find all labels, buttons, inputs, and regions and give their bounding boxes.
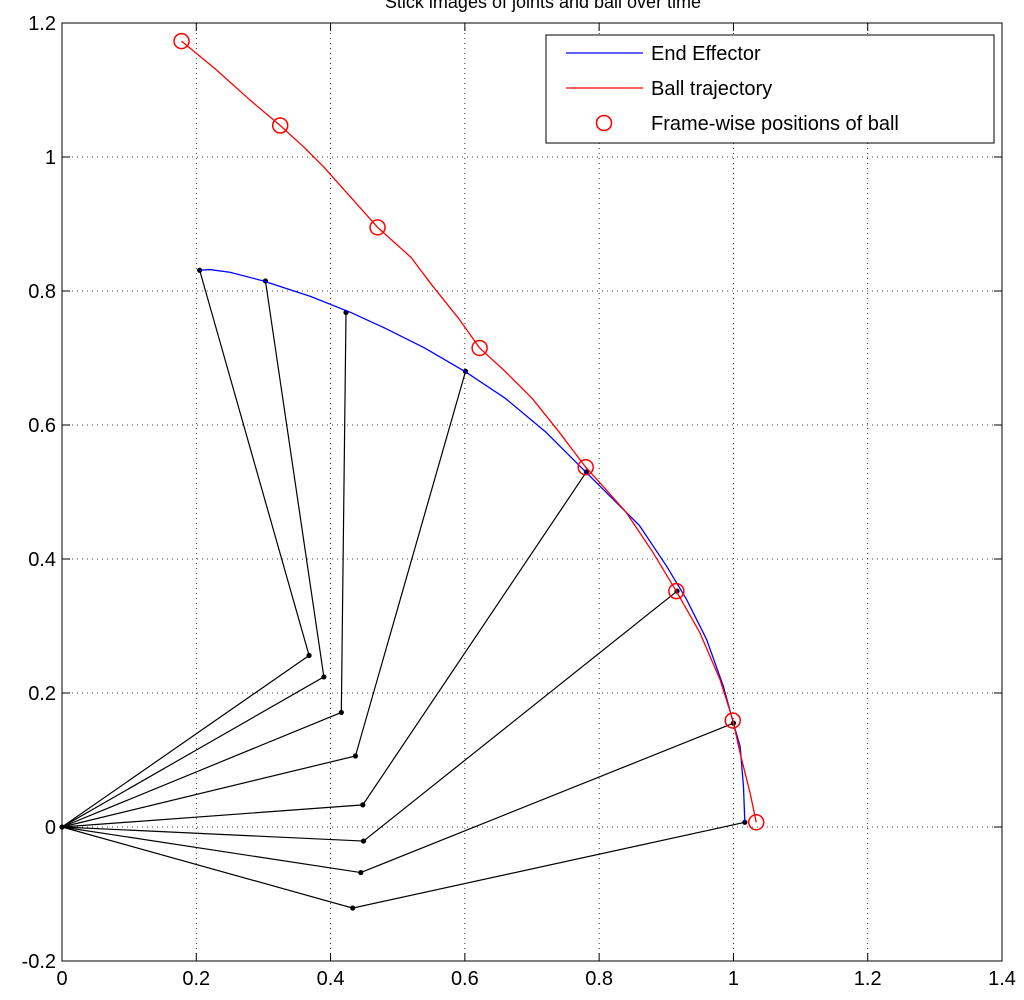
y-tick-label: 1	[45, 147, 56, 169]
arm-link	[61, 821, 745, 909]
arm-link	[61, 270, 310, 828]
arm-link	[61, 280, 325, 828]
arm-link	[61, 590, 678, 842]
legend: End Effector Ball trajectory Frame-wise …	[545, 34, 995, 144]
arm-link	[61, 722, 734, 874]
ball-position-marker	[173, 32, 190, 50]
x-tick-label: 1.4	[988, 968, 1016, 990]
chart-title: Stick images of joints and ball over tim…	[385, 0, 701, 12]
ball-position-marker	[748, 814, 765, 831]
y-tick-label: 0.8	[28, 281, 56, 303]
elbow-joint	[358, 869, 364, 876]
legend-label-end-effector: End Effector	[651, 43, 761, 65]
legend-label-ball-trajectory: Ball trajectory	[651, 78, 772, 100]
y-tick-label: 0.6	[28, 415, 56, 437]
y-tick-label: 0.4	[28, 549, 56, 571]
end-effector-line	[199, 268, 746, 823]
y-tick-label: 1.2	[28, 13, 56, 35]
elbow-joint	[338, 709, 344, 716]
ball-position-marker	[724, 712, 742, 729]
end-effector-point	[742, 819, 748, 825]
legend-marker-ball-positions	[595, 114, 613, 132]
elbow-joint	[306, 652, 312, 659]
elbow-joint	[350, 905, 356, 911]
x-tick-label: 0.8	[585, 968, 613, 990]
arm-link	[61, 371, 467, 828]
legend-label-ball-positions: Frame-wise positions of ball	[651, 113, 899, 135]
ball-position-marker	[471, 339, 488, 357]
ball-position-marker	[369, 219, 386, 236]
y-tick-label: 0.2	[28, 683, 56, 705]
ball-position-marker	[577, 458, 594, 476]
x-tick-label: 0.4	[317, 968, 345, 990]
elbow-joint	[360, 802, 366, 808]
series	[173, 32, 765, 831]
x-tick-label: 0.6	[451, 968, 479, 990]
elbow-joint	[352, 753, 359, 759]
ticks: 0 0.2 0.4 0.6 0.8 1 1.2 1.4-0.200.20.40.60.811.…	[22, 13, 1016, 990]
x-tick-label: 1	[728, 968, 739, 990]
x-tick-label: 0.2	[182, 968, 210, 990]
ball-position-marker	[271, 117, 289, 134]
x-tick-label: 0	[56, 968, 67, 990]
y-tick-label: 0	[45, 817, 56, 839]
x-tick-label: 1.2	[854, 968, 882, 990]
plot-frame	[61, 22, 1003, 962]
ball-trajectory-line	[181, 40, 757, 823]
elbow-joint	[321, 674, 327, 680]
elbow-joint	[360, 838, 367, 844]
arm-link	[61, 312, 347, 828]
arm-frames	[59, 267, 748, 911]
arm-link	[61, 471, 587, 828]
ball-position-marker	[668, 582, 685, 600]
y-tick-label: -0.2	[22, 951, 56, 973]
grid	[62, 23, 1002, 961]
